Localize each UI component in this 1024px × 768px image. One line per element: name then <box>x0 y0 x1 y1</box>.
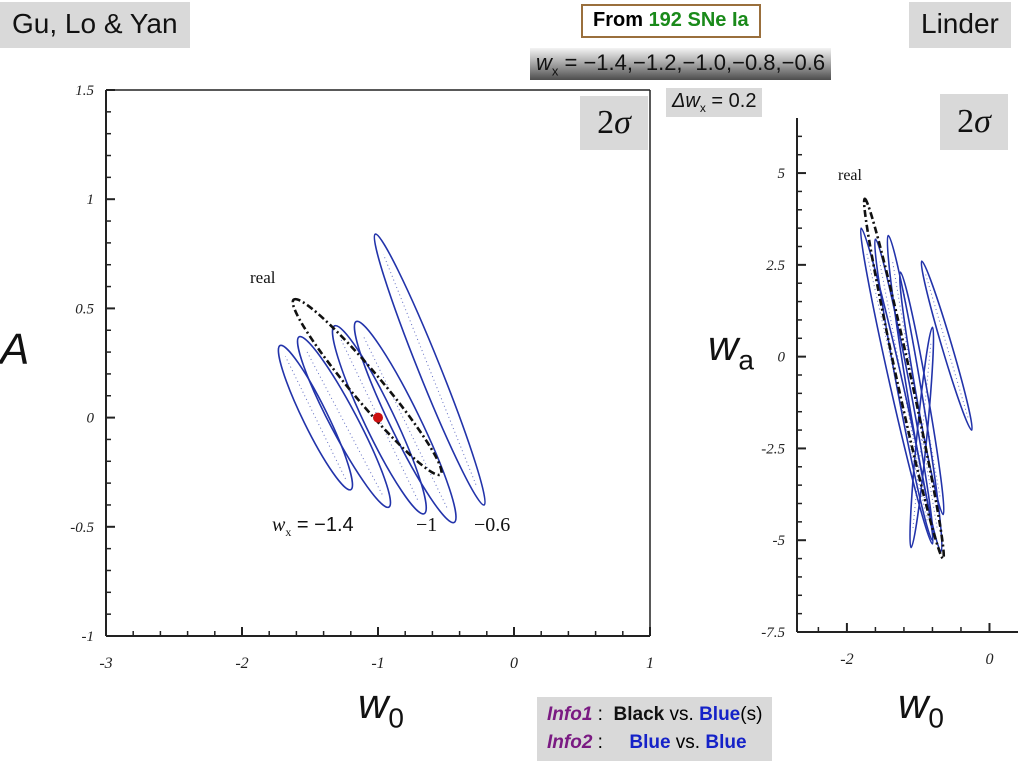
info2-label: Info2 <box>547 732 593 753</box>
y-tick-label: 5 <box>778 166 786 182</box>
info2-blue-1: Blue <box>629 732 671 753</box>
right-x-axis-label: w0 <box>890 678 998 754</box>
info1-black: Black <box>613 704 665 725</box>
wx-contour <box>277 344 354 491</box>
left-xlabel-sub: 0 <box>388 702 404 734</box>
contour-spine <box>284 356 346 480</box>
wx-annotation-mid: −1 <box>416 514 437 536</box>
sigma-label-right: 2σ <box>940 94 1008 150</box>
y-tick-label: -1 <box>82 629 95 645</box>
sigma-symbol: σ <box>614 104 631 141</box>
left-y-axis-label: A <box>0 300 29 426</box>
real-annotation: real <box>250 268 276 287</box>
wx-values-text: = −1.4,−1.2,−1.0,−0.8,−0.6 <box>558 50 826 75</box>
info2-blue-2: Blue <box>705 732 747 753</box>
right-panel-title: Linder <box>909 2 1011 48</box>
y-tick-label: -7.5 <box>761 625 785 641</box>
right-ylabel-sub: a <box>738 344 754 376</box>
sigma-num: 2 <box>597 104 615 141</box>
y-tick-label: -5 <box>773 533 786 549</box>
wx-contour <box>873 238 934 542</box>
y-tick-label: 0 <box>778 350 786 366</box>
wx-annotation-sub: x <box>285 525 291 539</box>
wx-symbol: w <box>536 50 552 75</box>
y-tick-label: 0 <box>87 411 95 427</box>
y-tick-label: 0.5 <box>75 301 94 317</box>
axis-lines: -1 -0.5 0 0.5 1 1.5 -3 -2 -1 0 1 <box>70 83 654 672</box>
sigma-label-left: 2σ <box>580 96 648 150</box>
wx-annotation-value: = −1.4 <box>291 514 353 536</box>
delta-wx-value: = 0.2 <box>705 90 757 112</box>
right-axes: -7.5 -5 -2.5 0 2.5 5 -2 0 <box>761 118 1018 668</box>
left-x-axis-label: w0 <box>350 678 412 754</box>
wx-sub: x <box>551 63 559 79</box>
right-contours <box>859 197 973 560</box>
sigma-symbol: σ <box>974 103 991 140</box>
info2-line: Info2 : Blue vs. Blue <box>547 729 762 757</box>
right-xlabel-main: w <box>898 680 929 727</box>
real-contour <box>291 297 443 477</box>
x-tick-label: -2 <box>840 651 853 668</box>
delta-wx-symbol: Δw <box>672 90 700 112</box>
wx-contour <box>296 335 392 509</box>
wx-contour <box>909 326 935 549</box>
x-tick-label: 0 <box>985 651 993 668</box>
right-chart: -7.5 -5 -2.5 0 2.5 5 -2 0 real <box>761 118 1018 668</box>
left-annotations: real wx = −1.4 −1 −0.6 <box>250 268 510 539</box>
x-tick-label: 0 <box>510 655 518 672</box>
data-source-highlight: 192 SNe Ia <box>648 9 749 31</box>
wx-annotation: wx = −1.4 <box>272 514 354 539</box>
wx-contour <box>353 320 457 524</box>
contour-spine <box>382 254 477 485</box>
info-box: Info1 : Black vs. Blue(s) Info2 : Blue v… <box>537 697 773 761</box>
wx-values-bar: wx = −1.4,−1.2,−1.0,−0.8,−0.6 <box>530 48 832 81</box>
wx-contour <box>373 233 486 506</box>
left-axes: -1 -0.5 0 0.5 1 1.5 -3 -2 -1 0 1 <box>70 83 654 672</box>
sigma-num: 2 <box>957 103 975 140</box>
contour-spine <box>925 273 969 418</box>
x-tick-label: -1 <box>371 655 384 672</box>
wx-contour <box>898 271 945 516</box>
real-annotation: real <box>838 167 863 184</box>
left-contours <box>277 233 486 524</box>
contour-spine <box>305 349 383 495</box>
left-chart: -1 -0.5 0 0.5 1 1.5 -3 -2 -1 0 1 real wx = −1.4 −1… <box>70 83 654 672</box>
y-tick-label: 1.5 <box>75 83 94 99</box>
info1-label: Info1 <box>547 704 593 725</box>
y-tick-label: 2.5 <box>766 258 785 274</box>
delta-wx-box: Δwx = 0.2 <box>666 88 763 117</box>
x-tick-label: -2 <box>235 655 248 672</box>
x-tick-label: -3 <box>99 655 112 672</box>
info1-blue: Blue <box>699 704 741 725</box>
axis-lines: -7.5 -5 -2.5 0 2.5 5 -2 0 <box>761 118 1018 668</box>
y-tick-label: -0.5 <box>70 520 94 536</box>
contour-spine <box>912 343 932 532</box>
info1-sep: : <box>592 704 614 725</box>
right-ylabel-main: w <box>708 322 739 369</box>
left-panel-title: Gu, Lo & Yan <box>0 2 190 48</box>
data-source-prefix: From <box>593 9 649 31</box>
wx-annotation-symbol: w <box>272 514 286 536</box>
info1-vs: vs. <box>664 704 700 725</box>
right-y-axis-label: wa <box>700 320 762 379</box>
info2-vs: vs. <box>670 732 706 753</box>
info1-tail: (s) <box>740 704 763 725</box>
info1-line: Info1 : Black vs. Blue(s) <box>547 701 762 729</box>
y-tick-label: -2.5 <box>761 441 785 457</box>
wx-contour <box>920 260 973 431</box>
fiducial-point <box>373 412 383 423</box>
wx-annotation-right: −0.6 <box>474 514 510 536</box>
delta-wx-sub: x <box>699 101 706 115</box>
info2-sep: : <box>592 732 630 753</box>
left-xlabel-main: w <box>358 680 389 727</box>
y-tick-label: 1 <box>87 192 95 208</box>
real-contour <box>862 197 946 560</box>
wx-contour <box>331 324 428 515</box>
right-xlabel-sub: 0 <box>928 702 944 734</box>
data-source-box: From 192 SNe Ia <box>581 4 761 38</box>
wx-contour <box>859 227 934 545</box>
x-tick-label: 1 <box>646 655 654 672</box>
